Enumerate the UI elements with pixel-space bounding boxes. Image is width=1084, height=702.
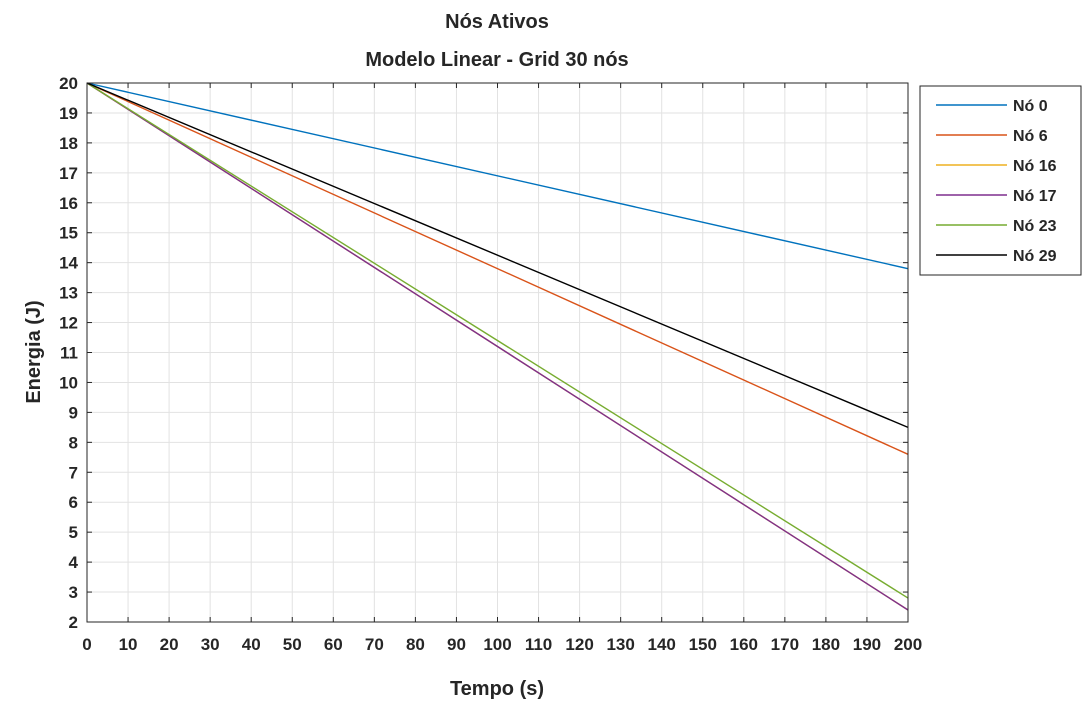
x-tick-label: 10 <box>119 635 138 654</box>
x-tick-label: 190 <box>853 635 881 654</box>
y-tick-label: 20 <box>59 74 78 93</box>
x-tick-label: 170 <box>771 635 799 654</box>
y-tick-label: 15 <box>59 224 78 243</box>
y-tick-label: 16 <box>59 194 78 213</box>
y-tick-label: 4 <box>69 553 79 572</box>
y-tick-label: 12 <box>59 314 78 333</box>
y-tick-label: 17 <box>59 164 78 183</box>
legend-label: Nó 29 <box>1013 248 1057 265</box>
y-tick-label: 5 <box>69 523 78 542</box>
legend-label: Nó 16 <box>1013 158 1057 175</box>
x-tick-label: 0 <box>82 635 91 654</box>
y-tick-label: 8 <box>69 433 78 452</box>
x-tick-label: 130 <box>606 635 634 654</box>
y-tick-label: 14 <box>59 254 78 273</box>
y-tick-label: 10 <box>59 373 78 392</box>
x-tick-label: 60 <box>324 635 343 654</box>
y-tick-label: 11 <box>60 344 78 363</box>
y-tick-label: 3 <box>69 583 78 602</box>
legend-label: Nó 23 <box>1013 218 1057 235</box>
x-tick-label: 120 <box>565 635 593 654</box>
series-line-nó-17 <box>86 82 909 611</box>
y-tick-label: 19 <box>59 104 78 123</box>
axis-ticks: 0 10 20 30 40 50 60 70 80 90 100 110 120 130 140 150 160… <box>59 74 922 654</box>
chart-title: Nós Ativos <box>445 11 549 33</box>
x-axis-label: Tempo (s) <box>450 678 544 700</box>
x-tick-label: 50 <box>283 635 302 654</box>
y-tick-label: 7 <box>69 463 78 482</box>
y-tick-label: 2 <box>69 613 78 632</box>
x-tick-label: 90 <box>447 635 466 654</box>
x-tick-label: 150 <box>689 635 717 654</box>
x-tick-label: 180 <box>812 635 840 654</box>
x-tick-label: 140 <box>648 635 676 654</box>
legend-label: Nó 6 <box>1013 128 1048 145</box>
x-tick-label: 30 <box>201 635 220 654</box>
grid-lines <box>86 82 909 623</box>
x-tick-label: 160 <box>730 635 758 654</box>
x-tick-label: 40 <box>242 635 261 654</box>
legend-box <box>919 85 1082 276</box>
y-tick-label: 18 <box>59 134 78 153</box>
x-tick-label: 100 <box>483 635 511 654</box>
y-tick-label: 9 <box>69 403 78 422</box>
legend-label: Nó 17 <box>1013 188 1057 205</box>
series-line-nó-23 <box>86 82 909 599</box>
x-tick-label: 20 <box>160 635 179 654</box>
series-line-nó-6 <box>86 82 909 455</box>
y-tick-label: 6 <box>69 493 78 512</box>
legend-label: Nó 0 <box>1013 98 1048 115</box>
legend: Nó 0 Nó 6 Nó 16 Nó 17 Nó 23 Nó 29 <box>919 85 1082 276</box>
x-tick-label: 110 <box>525 635 552 654</box>
series-line-nó-0 <box>86 82 909 270</box>
chart-subtitle: Modelo Linear - Grid 30 nós <box>365 49 628 71</box>
series-lines <box>86 82 909 611</box>
y-axis-label: Energia (J) <box>23 300 45 403</box>
series-line-nó-29 <box>86 82 909 429</box>
x-tick-label: 80 <box>406 635 425 654</box>
x-tick-label: 200 <box>894 635 922 654</box>
y-tick-label: 13 <box>59 284 78 303</box>
x-tick-label: 70 <box>365 635 384 654</box>
